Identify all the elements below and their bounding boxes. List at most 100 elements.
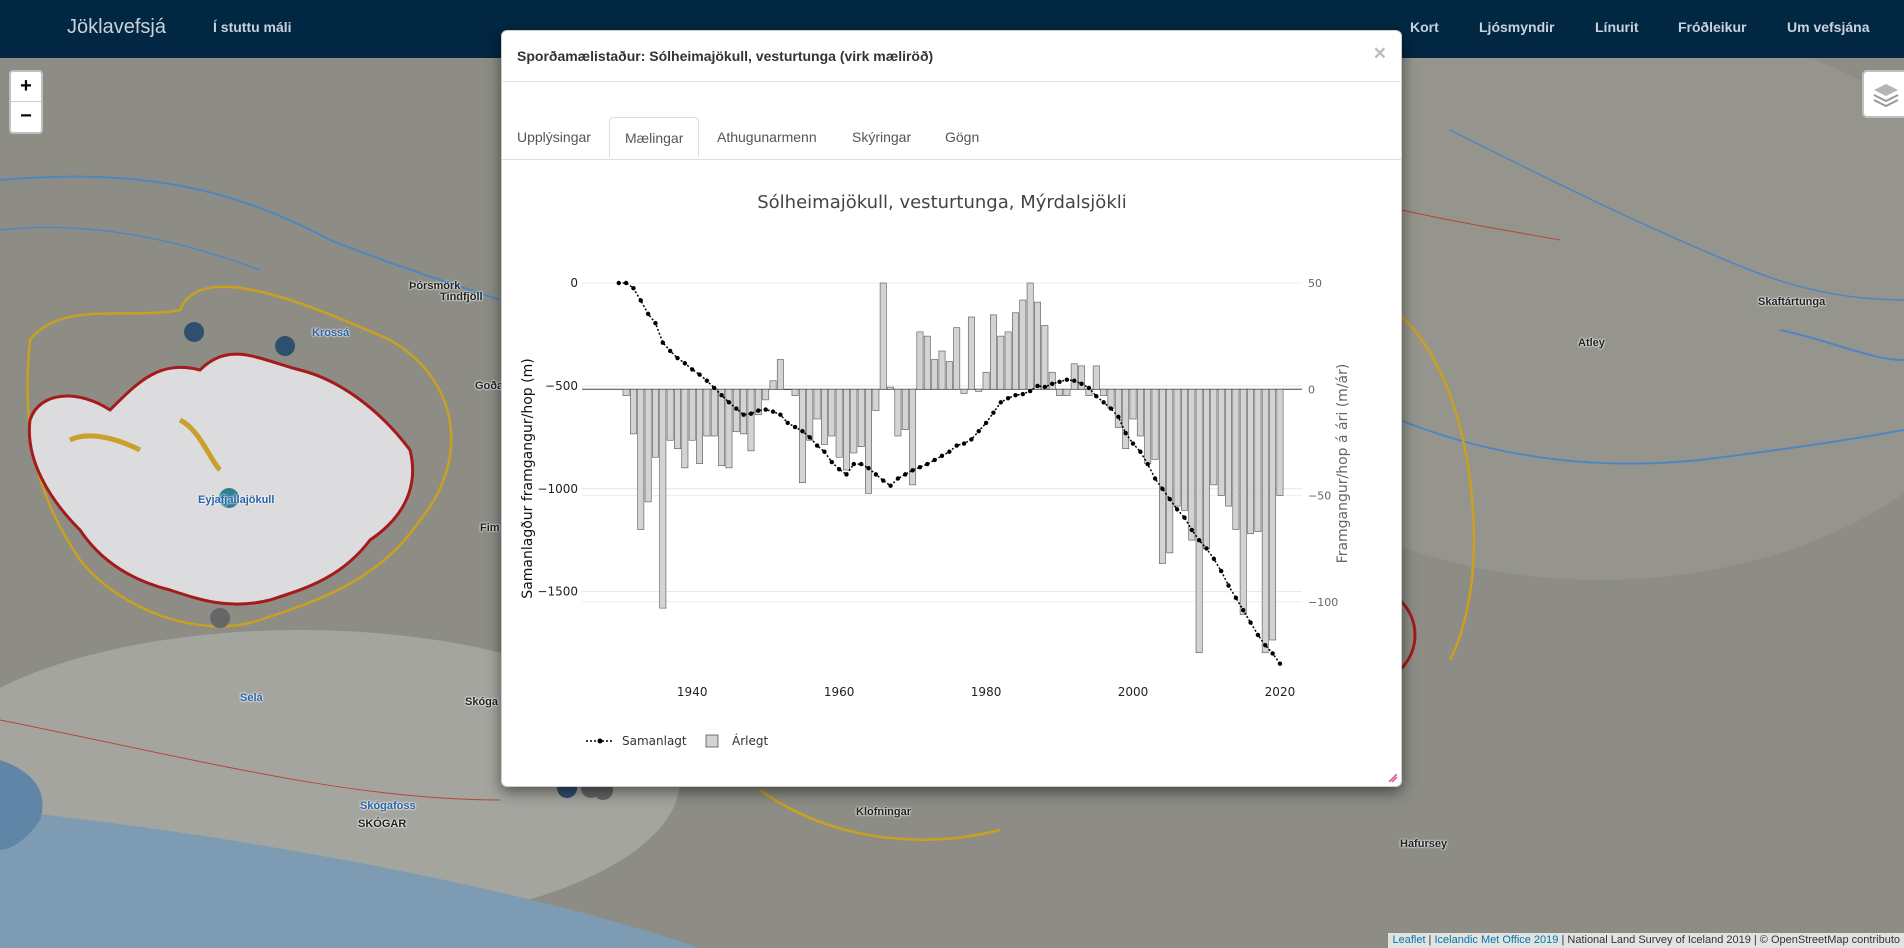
point-cumulative: [1108, 406, 1114, 411]
point-cumulative: [770, 409, 776, 414]
map-label: Skógafoss: [360, 800, 416, 812]
point-cumulative: [778, 412, 783, 417]
y-right-tick-label: −50: [1308, 490, 1331, 503]
point-cumulative: [1027, 388, 1033, 394]
map-label: Þórsmörk: [409, 280, 461, 292]
bar-annual: [1239, 388, 1247, 615]
point-cumulative: [1255, 632, 1261, 638]
resize-handle-icon[interactable]: [1389, 774, 1397, 782]
x-tick-label: 2000: [1118, 685, 1149, 699]
map-label: Hafursey: [1400, 838, 1448, 850]
map-label: Skaftártunga: [1758, 296, 1826, 308]
layers-button[interactable]: [1862, 70, 1904, 118]
point-cumulative: [645, 311, 651, 317]
bar-annual: [909, 388, 917, 486]
tab-athugunarmenn[interactable]: Athugunarmenn: [717, 129, 817, 145]
chart-title: Sólheimajökull, vesturtunga, Mýrdalsjökl…: [757, 192, 1127, 213]
y-left-tick-label: −1000: [537, 482, 578, 496]
y-right-tick-label: 0: [1308, 383, 1315, 396]
bar-annual: [813, 388, 821, 420]
point-cumulative: [1013, 392, 1018, 398]
bar-annual: [1034, 301, 1041, 390]
bar-annual: [1048, 371, 1056, 390]
point-cumulative: [741, 412, 746, 417]
point-cumulative: [1005, 396, 1011, 401]
bar-annual: [879, 282, 887, 390]
bar-annual: [806, 388, 814, 441]
zoom-out-button[interactable]: −: [20, 105, 32, 127]
tab-maelingar[interactable]: Mælingar: [609, 117, 700, 158]
nav-link-kort[interactable]: Kort: [1410, 19, 1439, 35]
bar-annual: [1166, 388, 1174, 554]
point-cumulative: [851, 461, 857, 467]
bar-annual: [769, 380, 777, 390]
map-label: Fim: [480, 522, 500, 534]
y-left-tick-label: −1500: [537, 585, 578, 599]
legend-point-symbol: [597, 738, 603, 744]
point-cumulative: [726, 400, 732, 405]
bar-annual: [1085, 388, 1093, 396]
tab-gogn[interactable]: Gögn: [945, 129, 980, 145]
bar-annual: [997, 335, 1005, 390]
bar-annual: [887, 386, 894, 390]
point-cumulative: [1167, 496, 1172, 502]
nav-link-short[interactable]: Í stuttu máli: [213, 19, 292, 35]
bar-annual: [1195, 388, 1203, 654]
bar-annual: [1041, 325, 1049, 390]
point-cumulative: [748, 411, 754, 416]
nav-link-linurit[interactable]: Línurit: [1595, 19, 1639, 35]
bar-annual: [688, 388, 696, 441]
chart-area: Sólheimajökull, vesturtunga, Mýrdalsjökl…: [502, 159, 1401, 779]
bar-annual: [843, 388, 850, 471]
point-cumulative: [991, 410, 996, 415]
bar-annual: [703, 388, 711, 437]
point-cumulative: [1218, 568, 1224, 574]
point-cumulative: [690, 367, 695, 372]
tab-skyringar[interactable]: Skýringar: [852, 129, 912, 145]
point-cumulative: [653, 320, 658, 326]
bar-annual: [1004, 331, 1012, 390]
point-cumulative: [1233, 595, 1239, 601]
point-cumulative: [1174, 507, 1180, 512]
point-cumulative: [792, 424, 798, 430]
y-left-axis-title: Samanlagður framgangur/hop (m): [520, 358, 536, 598]
nav-link-ljosmyndir[interactable]: Ljósmyndir: [1479, 19, 1555, 35]
point-cumulative: [836, 467, 842, 472]
point-cumulative: [1270, 651, 1275, 656]
layers-icon: [1873, 84, 1899, 108]
brand-link[interactable]: Jöklavefsjá: [67, 16, 166, 38]
point-cumulative: [1226, 583, 1231, 588]
attribution-leaflet-link[interactable]: Leaflet: [1392, 934, 1426, 946]
point-cumulative: [1116, 414, 1121, 419]
bar-annual: [945, 361, 953, 390]
attribution-imo-link[interactable]: Icelandic Met Office 2019: [1434, 934, 1559, 946]
bar-annual: [990, 314, 997, 390]
close-icon[interactable]: ×: [1373, 42, 1386, 65]
legend-label: Árlegt: [732, 733, 768, 748]
modal-title: Sporðamælistaður: Sólheimajökull, vestur…: [517, 48, 934, 64]
nav-link-um-vefsjana[interactable]: Um vefsjána: [1787, 19, 1870, 35]
nav-link-frodleikur[interactable]: Fróðleikur: [1678, 19, 1747, 35]
zoom-in-button[interactable]: +: [11, 72, 41, 102]
map-label: SKÓGAR: [358, 818, 407, 830]
bar-annual: [1188, 388, 1196, 541]
point-cumulative: [932, 457, 937, 463]
point-cumulative: [1123, 431, 1128, 436]
tab-upplysingar[interactable]: Upplýsingar: [517, 129, 591, 145]
point-cumulative: [998, 400, 1003, 405]
bar-annual: [644, 388, 652, 503]
point-cumulative: [616, 280, 621, 286]
bar-annual: [1100, 388, 1108, 396]
point-cumulative: [1050, 381, 1055, 387]
bar-annual: [923, 335, 931, 390]
point-cumulative: [881, 478, 886, 483]
bar-annual: [740, 388, 748, 435]
chart: Sólheimajökull, vesturtunga, Mýrdalsjökl…: [520, 192, 1351, 748]
point-cumulative: [1152, 476, 1158, 481]
bar-annual: [835, 388, 843, 458]
legend-bar-symbol: [705, 734, 719, 748]
point-cumulative: [660, 340, 666, 345]
point-cumulative: [939, 453, 945, 459]
point-cumulative: [631, 285, 636, 291]
attribution-text: | National Land Survey of Iceland 2019 |…: [1558, 934, 1900, 946]
